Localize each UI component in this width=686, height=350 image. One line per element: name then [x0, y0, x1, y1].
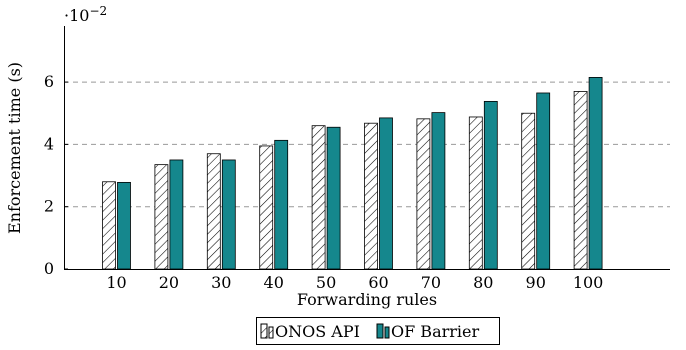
x-tick-label: 30	[211, 273, 231, 292]
bar-onos-api-40	[259, 145, 274, 270]
bar-onos-api-20	[154, 164, 169, 270]
legend-swatch-of-barrier	[376, 323, 384, 339]
y-tick-label: 6	[44, 72, 54, 91]
bar-of-barrier-60	[379, 117, 393, 270]
bar-onos-api-10	[102, 181, 116, 270]
legend-label-onos-api: ONOS API	[275, 322, 360, 341]
bar-onos-api-70	[416, 118, 431, 270]
bar-onos-api-60	[364, 122, 378, 270]
x-tick-label: 20	[159, 273, 179, 292]
legend-swatch-onos-api	[260, 323, 268, 339]
legend-swatch-onos-api-small	[268, 326, 274, 339]
legend-label-of-barrier: OF Barrier	[391, 322, 479, 341]
bar-of-barrier-20	[169, 159, 184, 270]
x-tick-label: 60	[368, 273, 388, 292]
bar-of-barrier-30	[221, 159, 236, 270]
x-tick-label: 100	[573, 273, 604, 292]
bar-onos-api-80	[468, 116, 483, 270]
bar-onos-api-100	[573, 91, 588, 270]
bar-of-barrier-80	[483, 100, 498, 270]
bar-onos-api-90	[521, 112, 536, 270]
bar-of-barrier-70	[431, 112, 446, 270]
x-tick-label: 40	[264, 273, 284, 292]
x-tick-label: 50	[316, 273, 336, 292]
x-tick-label: 90	[526, 273, 546, 292]
bar-onos-api-30	[206, 153, 221, 270]
x-axis-label: Forwarding rules	[297, 290, 437, 309]
bar-of-barrier-50	[326, 126, 341, 270]
y-multiplier-label: ·10−2	[64, 4, 107, 25]
bar-of-barrier-90	[536, 92, 551, 270]
bar-onos-api-50	[311, 125, 326, 270]
legend: ONOS API OF Barrier	[256, 317, 500, 345]
x-tick-label: 80	[473, 273, 493, 292]
y-tick-label: 2	[44, 197, 54, 216]
x-tick-label: 10	[106, 273, 126, 292]
bars	[102, 77, 603, 270]
bar-of-barrier-10	[117, 181, 131, 270]
y-tick-label: 4	[44, 134, 54, 153]
y-tick-label: 0	[44, 259, 54, 278]
y-axis-label: Enforcement time (s)	[5, 62, 24, 234]
x-axis-ticks: 10 20 30 40 50 60 70 80 90 100	[106, 273, 603, 292]
x-tick-label: 70	[421, 273, 441, 292]
legend-swatch-of-barrier-small	[384, 326, 390, 339]
bar-of-barrier-100	[588, 77, 603, 270]
bar-of-barrier-40	[274, 139, 289, 270]
